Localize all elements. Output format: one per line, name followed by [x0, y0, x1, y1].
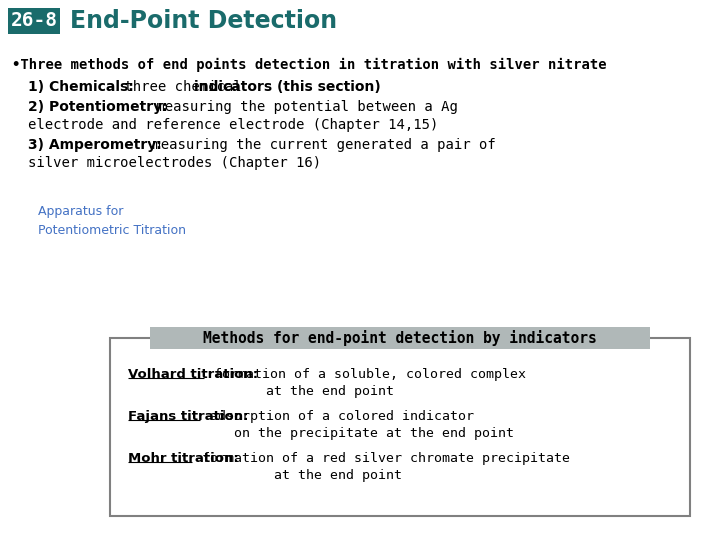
Text: measuring the potential between a Ag: measuring the potential between a Ag: [148, 100, 458, 114]
Text: Mohr titration:: Mohr titration:: [128, 452, 239, 465]
Text: 26-8: 26-8: [11, 11, 58, 30]
Text: indicators (this section): indicators (this section): [194, 80, 381, 94]
FancyBboxPatch shape: [110, 338, 690, 516]
Text: 3) Amperometry:: 3) Amperometry:: [28, 138, 162, 152]
Text: Methods for end-point detection by indicators: Methods for end-point detection by indic…: [203, 330, 597, 347]
Text: on the precipitate at the end point: on the precipitate at the end point: [234, 427, 514, 440]
Text: Apparatus for
Potentiometric Titration: Apparatus for Potentiometric Titration: [38, 205, 186, 237]
Text: Volhard titration:: Volhard titration:: [128, 368, 258, 381]
Text: 1) Chemicals:: 1) Chemicals:: [28, 80, 134, 94]
Text: Fajans titration:: Fajans titration:: [128, 410, 248, 423]
Text: at the end point: at the end point: [274, 469, 402, 482]
Text: •Three methods of end points detection in titration with silver nitrate: •Three methods of end points detection i…: [12, 58, 607, 72]
Text: formation of a soluble, colored complex: formation of a soluble, colored complex: [207, 368, 526, 381]
Text: electrode and reference electrode (Chapter 14,15): electrode and reference electrode (Chapt…: [28, 118, 438, 132]
Text: End-Point Detection: End-Point Detection: [70, 9, 337, 33]
Text: silver microelectrodes (Chapter 16): silver microelectrodes (Chapter 16): [28, 156, 321, 170]
FancyBboxPatch shape: [150, 327, 650, 349]
Text: at the end point: at the end point: [266, 385, 395, 398]
Text: adsorption of a colored indicator: adsorption of a colored indicator: [202, 410, 474, 423]
Text: formation of a red silver chromate precipitate: formation of a red silver chromate preci…: [194, 452, 570, 465]
FancyBboxPatch shape: [8, 8, 60, 34]
Text: three chemical: three chemical: [116, 80, 250, 94]
Text: 2) Potentiometry:: 2) Potentiometry:: [28, 100, 168, 114]
Text: measuring the current generated a pair of: measuring the current generated a pair o…: [144, 138, 496, 152]
